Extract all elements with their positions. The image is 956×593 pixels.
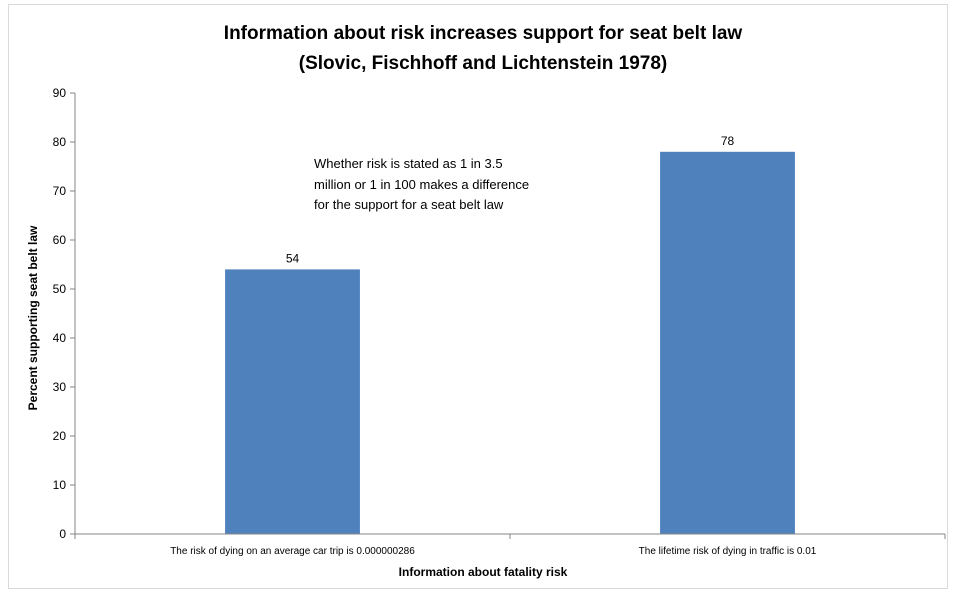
y-tick-label-1: 10	[53, 478, 67, 492]
y-tick-label-2: 20	[53, 429, 67, 443]
y-tick-label-4: 40	[53, 331, 67, 345]
y-tick-label-7: 70	[53, 184, 67, 198]
y-tick-label-5: 50	[53, 282, 67, 296]
annotation-line-1: Whether risk is stated as 1 in 3.5	[314, 156, 503, 171]
y-axis-title: Percent supporting seat belt law	[26, 225, 40, 410]
y-tick-label-6: 60	[53, 233, 67, 247]
data-labels: 54 78	[286, 134, 735, 266]
y-tick-label-3: 30	[53, 380, 67, 394]
bar-0	[225, 269, 360, 534]
annotation-line-3: for the support for a seat belt law	[314, 197, 504, 212]
x-category-label-1: The lifetime risk of dying in traffic is…	[639, 546, 817, 557]
chart-frame: Information about risk increases support…	[8, 4, 948, 589]
bar-chart: Information about risk increases support…	[26, 23, 946, 579]
y-tick-label-8: 80	[53, 135, 67, 149]
x-category-label-0: The risk of dying on an average car trip…	[170, 546, 415, 557]
bar-1	[660, 151, 795, 535]
bars	[225, 151, 795, 535]
y-axis-ticks: 0 10 20 30 40 50 60 70 80 90	[53, 86, 75, 541]
x-axis-categories: The risk of dying on an average car trip…	[74, 534, 946, 557]
annotation-line-2: million or 1 in 100 makes a difference	[314, 177, 529, 192]
y-tick-label-9: 90	[53, 86, 67, 100]
data-label-1: 78	[721, 134, 735, 148]
y-tick-label-0: 0	[59, 527, 66, 541]
x-axis-title: Information about fatality risk	[399, 565, 568, 579]
chart-title-line-2: (Slovic, Fischhoff and Lichtenstein 1978…	[299, 53, 667, 74]
data-label-0: 54	[286, 251, 300, 265]
chart-title-line-1: Information about risk increases support…	[224, 23, 743, 44]
